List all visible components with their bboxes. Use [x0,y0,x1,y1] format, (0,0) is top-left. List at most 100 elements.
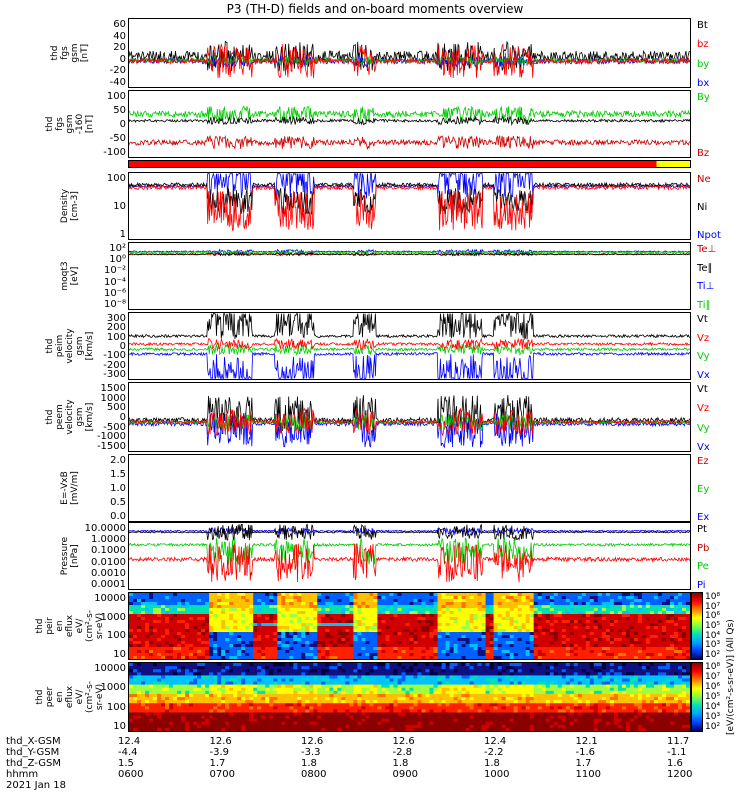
spectrogram-cell [537,644,543,648]
spectrogram-cell [241,611,246,615]
legend-entry: Vx [697,370,710,381]
spectrogram-cell [577,653,583,657]
spectrogram-cell [373,715,378,720]
spectrogram-cell [585,611,591,615]
spectrogram-cell [137,635,142,639]
spectrogram-cell [201,721,206,726]
legend-entry: Vy [697,351,710,363]
spectrogram-cell [197,626,202,630]
spectrogram-cell [133,614,138,618]
spectrogram-cell [437,687,443,692]
spectrogram-cell [353,675,358,680]
spectrogram-cell [425,712,431,717]
spectrogram-cell [301,623,306,627]
legend-entry: Ti⊥ [697,281,715,293]
spectrogram-cell [261,697,266,701]
spectrogram-cell [249,596,254,600]
spectrogram-cell [441,700,447,704]
spectrogram-cell [141,669,146,673]
spectrogram-cell [541,593,547,597]
spectrogram-cell [333,629,338,633]
spectrogram-cell [666,599,671,603]
spectrogram-cell [197,681,202,686]
spectrogram-cell [197,706,202,710]
spectrogram-cell [445,626,451,630]
spectrogram-cell [253,641,258,645]
spectrogram-cell [497,635,503,639]
spectrogram-cell [489,644,495,648]
spectrogram-cell [429,641,435,645]
spectrogram-cell [209,599,214,603]
spectrogram-cell [277,608,282,612]
spectrogram-cell [557,623,563,627]
spectrogram-cell [493,614,499,618]
spectrogram-cell [553,632,559,636]
spectrogram-cell [237,632,242,636]
spectrogram-cell [209,672,214,676]
spectrogram-cell [217,635,222,639]
spectrogram-cell [425,715,431,720]
vy-line [129,342,690,356]
spectrogram-cell [597,620,603,624]
spectrogram-cell [205,611,210,615]
spectrogram-cell [549,596,555,600]
spectrogram-cell [193,608,198,612]
spectrogram-cell [445,596,451,600]
spectrogram-cell [609,620,615,624]
spectrogram-cell [389,647,395,651]
spectrogram-cell [345,605,350,609]
spectrogram-cell [233,666,238,670]
spectrogram-cell [129,687,134,692]
spectrogram-cell [465,611,471,615]
spectrogram-cell [193,672,198,676]
spectrogram-cell [513,620,519,624]
spectrogram-cell [593,629,599,633]
y-tick-label: 10⁻⁶ [103,287,126,299]
spectrogram-cell [417,715,423,720]
y-tick-label: -50 [109,133,126,144]
spectrogram-cell [541,635,547,639]
spectrogram-cell [385,626,391,630]
spectrogram-cell [341,724,346,729]
spectrogram-cell [281,703,286,707]
spectrogram-cell [417,690,423,695]
spectrogram-cell [213,675,218,680]
spectrogram-cell [425,647,431,651]
spectrogram-cell [373,721,378,726]
spectrogram-cell [389,663,395,667]
spectrogram-cell [277,632,282,636]
spectrogram-cell [261,672,266,676]
spectrogram-cell [381,611,386,615]
spectrogram-cell [601,605,607,609]
spectrogram-cell [285,599,290,603]
spectrogram-cell [674,629,679,633]
spectrogram-cell [449,608,455,612]
spectrogram-cell [157,653,162,657]
spectrogram-cell [405,605,411,609]
spectrogram-cell [537,623,543,627]
spectrogram-cell [653,644,659,648]
spectrogram-cell [173,623,178,627]
spectrogram-cell [133,703,138,707]
spectrogram-cell [141,605,146,609]
spectrogram-cell [445,617,451,621]
spectrogram-cell [197,672,202,676]
spectrogram-cell [237,718,242,723]
spectrogram-cell [329,700,334,704]
spectrogram-cell [505,650,511,654]
spectrogram-cell [313,632,318,636]
legend-entry: Vx [697,442,710,453]
spectrogram-cell [337,706,342,710]
spectrogram-cell [285,635,290,639]
spectrogram-cell [169,715,174,720]
spectrogram-cell [189,602,194,606]
spectrogram-cell [281,635,286,639]
spectrogram-cell [397,617,403,621]
spectrogram-cell [485,602,491,606]
spectrogram-cell [129,690,134,695]
spectrogram-cell [369,650,374,654]
spectrogram-cell [497,599,503,603]
spectrogram-cell [481,608,487,612]
spectrogram-cell [405,596,411,600]
spectrogram-cell [485,632,491,636]
